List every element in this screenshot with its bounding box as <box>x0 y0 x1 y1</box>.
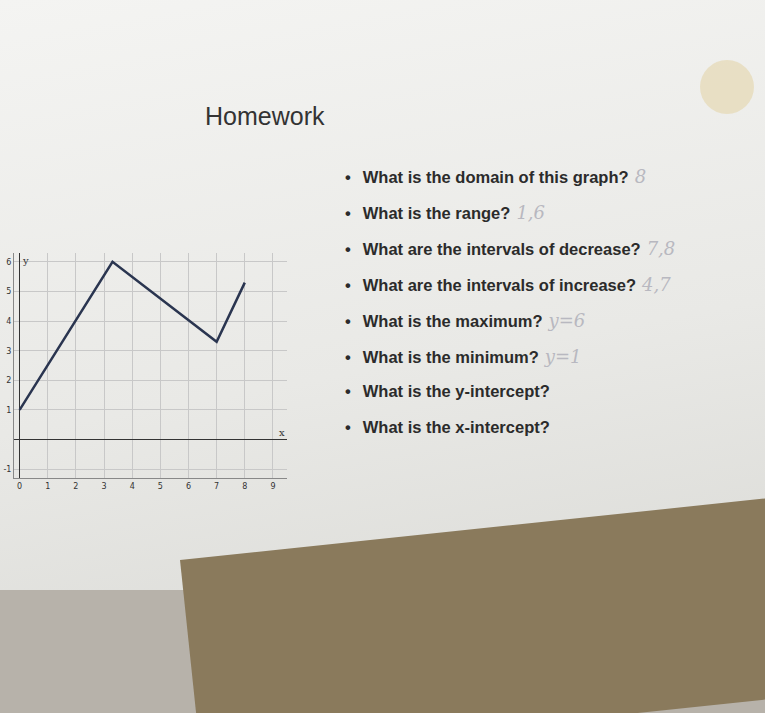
html-text:What are the intervals of decr: What are the intervals of decrease? 7,8 <box>362 238 676 259</box>
html-text:What is the y-intercept?: What is the y-intercept? <box>362 382 550 400</box>
svg-text:5: 5 <box>6 287 11 296</box>
svg-text:6: 6 <box>6 258 11 267</box>
html-text:Homework: Homework <box>205 102 325 130</box>
svg-text:2: 2 <box>73 482 78 491</box>
svg-text:4: 4 <box>6 317 11 326</box>
svg-text:x: x <box>279 427 285 438</box>
svg-text:7: 7 <box>214 482 219 491</box>
svg-text:3: 3 <box>6 347 11 356</box>
svg-text:8: 8 <box>242 482 247 491</box>
html-text:What is the x-intercept?: What is the x-intercept? <box>362 418 550 436</box>
svg-text:0: 0 <box>17 482 22 491</box>
html-text:What is the domain of this gra: What is the domain of this graph? 8 <box>362 166 647 187</box>
html-text:What are the intervals of incr: What are the intervals of increase? 4,7 <box>362 274 671 295</box>
svg-text:3: 3 <box>102 482 107 491</box>
svg-text:y: y <box>22 255 29 266</box>
svg-text:9: 9 <box>270 482 275 491</box>
svg-text:1: 1 <box>6 406 11 415</box>
html-text:What is the minimum? y=1: What is the minimum? y=1 <box>362 346 582 367</box>
svg-text:6: 6 <box>186 482 191 491</box>
html-text:What is the maximum? y=6: What is the maximum? y=6 <box>362 310 586 331</box>
svg-text:1: 1 <box>45 482 50 491</box>
svg-text:4: 4 <box>130 482 135 491</box>
svg-text:5: 5 <box>158 482 163 491</box>
svg-text:2: 2 <box>6 376 11 385</box>
svg-text:-1: -1 <box>3 465 11 474</box>
html-text:What is the range? 1,6: What is the range? 1,6 <box>362 202 545 223</box>
